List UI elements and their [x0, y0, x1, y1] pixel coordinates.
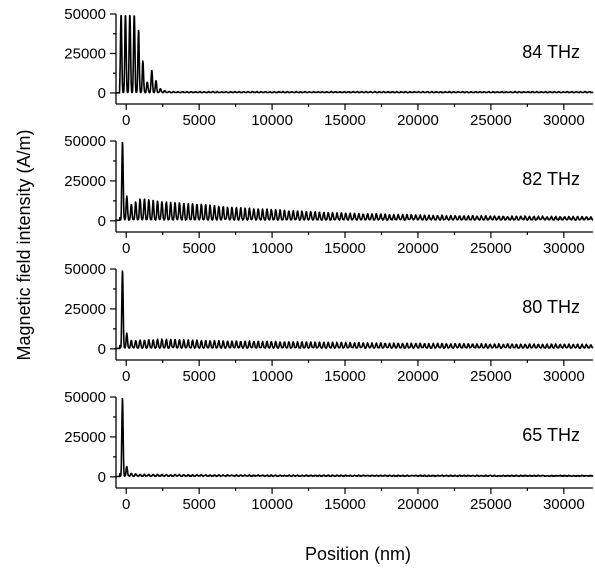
x-tick-label: 20000 [397, 496, 439, 513]
x-tick-label: 10000 [251, 240, 293, 257]
x-tick-label: 15000 [324, 368, 366, 385]
series-line [115, 397, 594, 478]
x-tick-label: 25000 [470, 496, 512, 513]
x-tick-label: 30000 [543, 368, 585, 385]
y-tick-label: 25000 [64, 45, 106, 62]
panel-4: 0 25000 50000 0 5000 10000 15000 20000 25000 3000… [64, 389, 594, 513]
x-tick-label: 0 [122, 112, 130, 129]
x-tick-label: 5000 [182, 240, 215, 257]
x-tick-label: 10000 [251, 368, 293, 385]
y-tick-label: 25000 [64, 173, 106, 190]
y-tick-label: 50000 [64, 389, 106, 406]
panel-frequency-label: 84 THz [522, 42, 580, 62]
x-tick-label: 0 [122, 496, 130, 513]
x-tick-label: 5000 [182, 112, 215, 129]
x-tick-label: 0 [122, 240, 130, 257]
panel-frequency-label: 65 THz [522, 425, 580, 445]
series-line [115, 14, 594, 94]
x-tick-label: 5000 [182, 368, 215, 385]
x-tick-label: 10000 [251, 112, 293, 129]
x-tick-label: 30000 [543, 240, 585, 257]
y-axis-title: Magnetic field intensity (A/m) [14, 129, 34, 360]
x-tick-label: 30000 [543, 496, 585, 513]
x-tick-label: 10000 [251, 496, 293, 513]
x-tick-label: 25000 [470, 240, 512, 257]
y-tick-label: 50000 [64, 133, 106, 150]
y-tick-label: 0 [98, 85, 106, 102]
x-tick-label: 20000 [397, 112, 439, 129]
x-tick-label: 20000 [397, 240, 439, 257]
panel-3: 0 25000 50000 0 5000 10000 15000 20000 25000 3000… [64, 261, 594, 385]
y-tick-label: 0 [98, 341, 106, 358]
y-tick-label: 50000 [64, 261, 106, 278]
series-line [115, 141, 594, 222]
y-tick-label: 0 [98, 213, 106, 230]
x-tick-label: 20000 [397, 368, 439, 385]
x-tick-label: 0 [122, 368, 130, 385]
x-axis-title: Position (nm) [305, 544, 411, 564]
y-tick-label: 0 [98, 469, 106, 486]
x-tick-label: 30000 [543, 112, 585, 129]
series-line [115, 270, 594, 350]
y-tick-label: 25000 [64, 301, 106, 318]
panel-frequency-label: 80 THz [522, 297, 580, 317]
panel-2: 0 25000 50000 0 5000 10000 15000 20000 25000 3000… [64, 133, 594, 257]
x-tick-label: 25000 [470, 368, 512, 385]
x-tick-label: 15000 [324, 112, 366, 129]
panel-1: 0 25000 50000 0 5000 10000 15000 20000 25000 3000… [64, 6, 594, 129]
x-tick-label: 15000 [324, 240, 366, 257]
panel-frequency-label: 82 THz [522, 169, 580, 189]
x-tick-label: 15000 [324, 496, 366, 513]
y-tick-label: 50000 [64, 6, 106, 23]
y-tick-label: 25000 [64, 429, 106, 446]
x-tick-label: 5000 [182, 496, 215, 513]
x-tick-label: 25000 [470, 112, 512, 129]
